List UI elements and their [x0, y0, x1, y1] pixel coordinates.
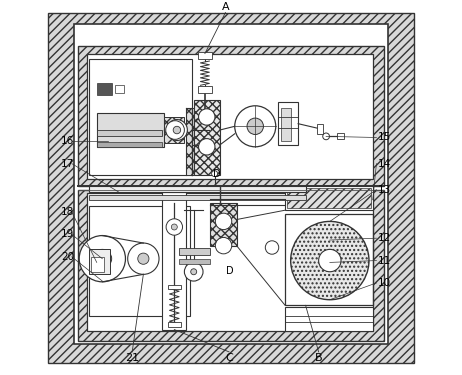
Text: D: D — [226, 266, 234, 276]
Bar — [198, 86, 212, 93]
Text: 20: 20 — [61, 252, 74, 262]
Text: 10: 10 — [378, 278, 391, 288]
Circle shape — [199, 139, 215, 155]
Bar — [97, 83, 112, 94]
Circle shape — [323, 133, 329, 140]
Circle shape — [166, 120, 188, 141]
Bar — [89, 207, 190, 316]
Bar — [285, 214, 373, 305]
Bar — [285, 307, 373, 332]
Text: 14: 14 — [378, 159, 392, 169]
Circle shape — [128, 243, 159, 274]
Circle shape — [79, 236, 126, 282]
Bar — [278, 102, 298, 145]
Bar — [287, 188, 371, 209]
Bar — [87, 54, 373, 178]
Circle shape — [212, 171, 218, 177]
Circle shape — [265, 241, 279, 254]
Circle shape — [166, 219, 182, 235]
Text: 15: 15 — [378, 132, 392, 142]
Circle shape — [173, 126, 181, 134]
Bar — [179, 248, 211, 255]
Bar — [186, 108, 195, 175]
Circle shape — [215, 213, 232, 230]
Bar — [179, 259, 211, 264]
Circle shape — [191, 269, 197, 275]
Text: B: B — [315, 352, 322, 363]
Text: 17: 17 — [61, 159, 74, 169]
Bar — [194, 100, 220, 175]
Circle shape — [235, 106, 276, 147]
Bar — [89, 249, 110, 274]
Text: 21: 21 — [125, 352, 139, 363]
Text: A: A — [222, 2, 229, 12]
Bar — [91, 257, 104, 272]
Text: 12: 12 — [378, 233, 392, 243]
Bar — [115, 85, 124, 93]
Bar — [164, 117, 184, 143]
Bar — [78, 190, 384, 341]
Bar — [89, 59, 192, 175]
Bar — [317, 124, 323, 134]
Circle shape — [199, 109, 215, 125]
Bar — [162, 192, 186, 330]
Circle shape — [138, 253, 149, 264]
Circle shape — [184, 262, 203, 281]
Text: D: D — [213, 169, 221, 178]
Circle shape — [171, 224, 177, 230]
Bar — [74, 24, 388, 345]
Circle shape — [247, 118, 263, 135]
Text: 18: 18 — [61, 207, 74, 217]
Bar — [97, 130, 162, 136]
Bar — [281, 108, 291, 141]
Bar — [168, 285, 181, 289]
Bar — [337, 134, 344, 140]
Bar — [168, 322, 181, 327]
Text: C: C — [225, 352, 233, 363]
Bar — [87, 194, 373, 332]
Bar — [89, 186, 305, 192]
Bar — [97, 142, 162, 147]
Bar — [97, 113, 164, 147]
Bar — [285, 186, 373, 210]
Bar — [198, 53, 212, 59]
Circle shape — [215, 237, 232, 254]
Text: 13: 13 — [378, 185, 392, 195]
Bar — [211, 203, 237, 246]
Circle shape — [291, 221, 369, 300]
Circle shape — [319, 249, 341, 272]
Circle shape — [93, 249, 112, 268]
Bar — [78, 46, 384, 186]
Circle shape — [166, 121, 184, 140]
Text: 16: 16 — [61, 136, 74, 146]
Text: 19: 19 — [61, 230, 74, 240]
Text: 11: 11 — [378, 255, 392, 266]
Bar — [89, 195, 305, 200]
